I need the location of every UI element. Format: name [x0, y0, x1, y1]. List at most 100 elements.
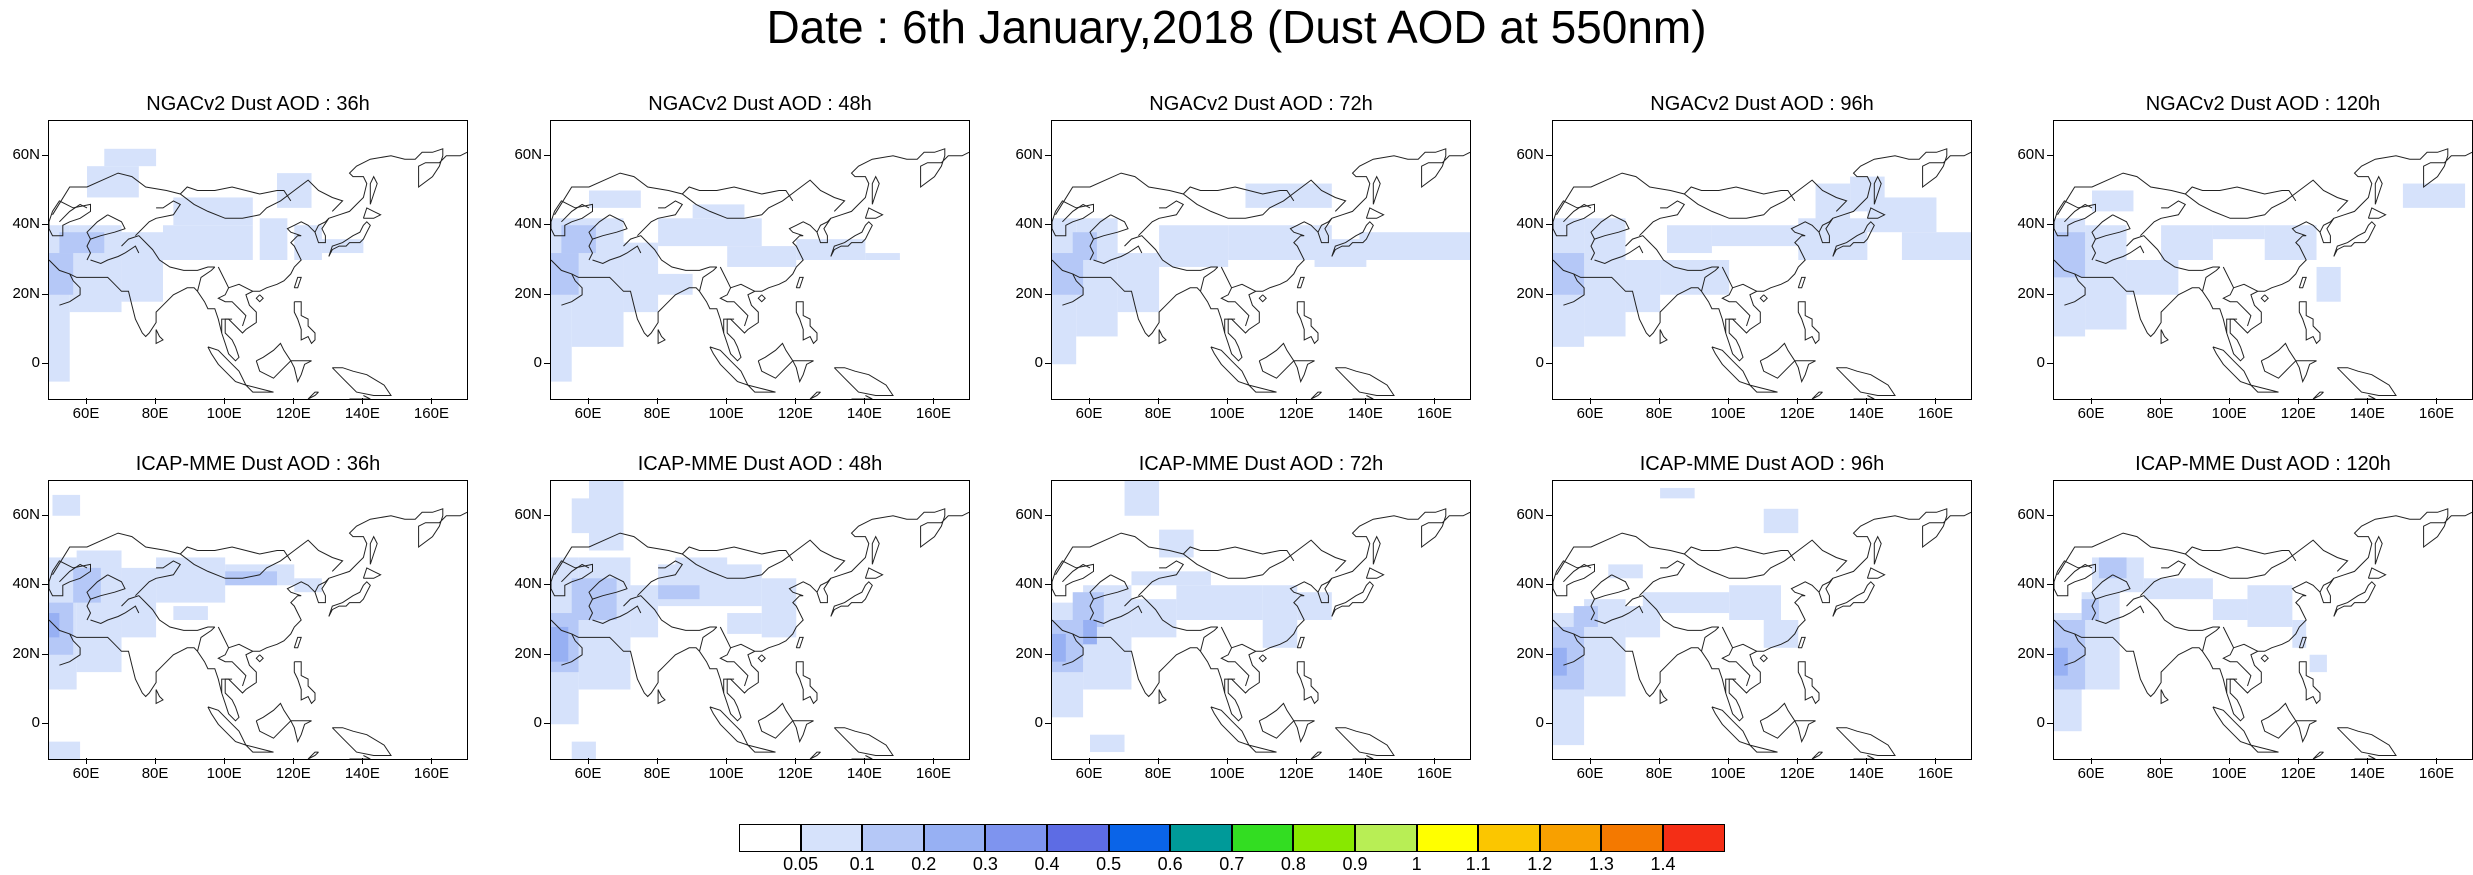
x-tick	[1434, 758, 1436, 764]
colorbar-label: 0.3	[972, 854, 998, 874]
map-frame	[48, 120, 468, 400]
coastline	[709, 346, 749, 386]
x-tick-label: 120E	[2280, 405, 2316, 422]
coastline	[1873, 175, 1882, 205]
x-tick-label: 60E	[2077, 765, 2105, 782]
dust-aod-region	[225, 571, 277, 586]
colorbar-label: 1.3	[1588, 854, 1614, 874]
coastline	[747, 384, 776, 393]
coastline	[637, 200, 684, 237]
x-tick	[726, 758, 728, 764]
x-tick	[1089, 758, 1090, 764]
coastline	[2354, 395, 2376, 399]
x-tick-label: 60E	[1576, 405, 1604, 422]
coastline	[1317, 577, 1333, 593]
coastline	[331, 367, 392, 396]
coastline	[207, 346, 247, 386]
y-tick-label: 0	[31, 354, 40, 372]
x-tick-label: 140E	[2349, 405, 2385, 422]
coastline	[59, 203, 88, 223]
coastline	[1835, 727, 1896, 756]
colorbar-swatch	[739, 824, 801, 852]
coastline	[551, 508, 969, 722]
y-tick	[2047, 293, 2053, 295]
coastline	[2367, 207, 2387, 219]
coastline	[757, 702, 794, 739]
map-frame	[1552, 480, 1972, 760]
colorbar-swatch	[1355, 824, 1417, 852]
coastline	[2091, 214, 2131, 240]
coastline	[1220, 647, 1250, 687]
dust-aod-region	[1763, 508, 1799, 534]
dust-aod-map	[2054, 148, 2472, 399]
coastline	[1089, 238, 1095, 261]
y-tick-label: 40N	[2017, 215, 2045, 233]
dust-aod-region	[2161, 225, 2213, 260]
coastline	[747, 744, 776, 753]
dust-aod-region	[551, 626, 569, 662]
y-tick	[1546, 363, 1552, 365]
coastline	[86, 574, 126, 600]
coastline	[2319, 577, 2335, 593]
coastline	[1062, 563, 1091, 583]
coastline	[1224, 318, 1236, 333]
y-tick-label: 40N	[12, 575, 40, 593]
dust-aod-region	[2054, 647, 2068, 676]
y-tick	[1546, 293, 1552, 295]
coastline	[2260, 702, 2297, 739]
x-tick	[795, 758, 797, 764]
coastline	[1210, 346, 1250, 386]
dust-aod-region	[1660, 487, 1695, 499]
coastline	[1200, 266, 1219, 292]
dust-aod-region	[2054, 232, 2086, 278]
panel-title: ICAP-MME Dust AOD : 72h	[1138, 453, 1384, 475]
coastline	[2212, 706, 2252, 746]
x-tick-label: 80E	[1144, 765, 1172, 782]
y-tick-label: 20N	[514, 644, 542, 662]
coastline	[1553, 560, 1595, 597]
x-tick	[864, 398, 866, 404]
dust-aod-map	[1553, 487, 1971, 759]
map-panel: ICAP-MME Dust AOD : 48h 60N 40N 20N 0 60E 80E 1…	[502, 452, 970, 792]
dust-aod-region	[163, 225, 253, 260]
dust-aod-region	[727, 246, 797, 267]
coastline	[2222, 626, 2259, 652]
dust-aod-region	[121, 232, 163, 302]
dust-aod-region	[1763, 620, 1799, 648]
dust-aod-region	[104, 609, 157, 620]
main-title: Date : 6th January,2018 (Dust AOD at 550…	[766, 1, 1707, 53]
x-tick-label: 160E	[2418, 765, 2454, 782]
colorbar-label: 1.4	[1650, 854, 1676, 874]
coastline	[328, 581, 371, 617]
coastline	[554, 532, 846, 579]
coastline	[1797, 636, 1806, 649]
x-tick-label: 100E	[206, 405, 242, 422]
coastline	[2222, 287, 2252, 327]
coastline	[657, 689, 666, 705]
coastline	[723, 678, 735, 693]
coastline	[1210, 706, 1250, 746]
x-tick	[1866, 758, 1868, 764]
dust-aod-region	[2212, 599, 2248, 620]
coastline	[592, 605, 642, 625]
dust-aod-region	[1052, 633, 1066, 662]
colorbar-label: 0.9	[1342, 854, 1368, 874]
y-tick	[1546, 653, 1552, 655]
y-tick-label: 60N	[2017, 145, 2045, 163]
coastline	[1590, 238, 1596, 261]
x-tick-label: 140E	[2349, 765, 2385, 782]
dust-aod-region	[1159, 225, 1229, 267]
dust-aod-region	[630, 585, 659, 638]
x-tick-label: 80E	[2146, 405, 2174, 422]
coastline	[369, 175, 378, 205]
x-tick	[86, 398, 87, 404]
coastline	[561, 633, 583, 666]
y-tick-label: 0	[1034, 354, 1043, 372]
coastline	[1866, 567, 1886, 579]
coastline	[245, 744, 274, 753]
y-tick-label: 0	[2036, 714, 2045, 732]
x-tick	[588, 398, 589, 404]
dust-aod-region	[2081, 599, 2099, 620]
x-tick	[1296, 758, 1298, 764]
x-tick	[1935, 398, 1937, 404]
